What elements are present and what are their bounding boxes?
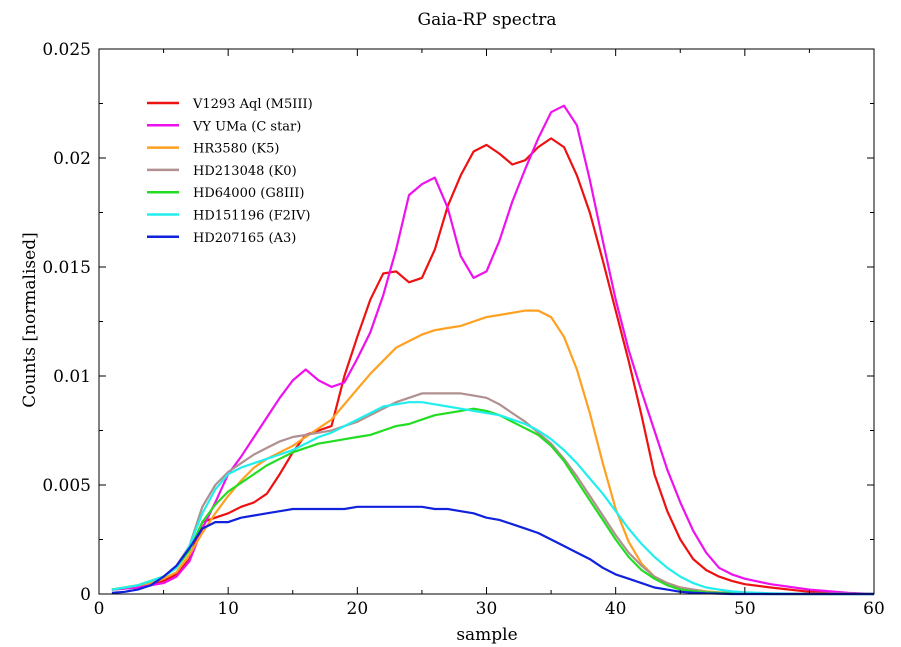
- chart-title: Gaia-RP spectra: [418, 10, 557, 30]
- x-tick-label: 50: [734, 599, 756, 619]
- y-axis: 0 0.005 0.01 0.015 0.02 0.025: [42, 40, 874, 605]
- legend: V1293 Aql (M5III) VY UMa (C star) HR3580 (…: [147, 97, 313, 246]
- legend-label: VY UMa (C star): [192, 119, 301, 134]
- legend-label: HR3580 (K5): [193, 142, 279, 157]
- series-line: [111, 104, 875, 596]
- plot-frame: [98, 48, 875, 595]
- x-tick-label: 40: [605, 599, 627, 619]
- x-tick-label: 30: [476, 599, 498, 619]
- x-tick-label: 20: [347, 599, 369, 619]
- y-tick-label: 0.01: [53, 367, 91, 387]
- y-tick-label: 0.005: [42, 476, 91, 496]
- x-axis-label: sample: [456, 625, 517, 645]
- legend-label: HD213048 (K0): [193, 164, 297, 179]
- series-line: [111, 137, 875, 596]
- x-tick-label: 60: [863, 599, 885, 619]
- series-line: [111, 505, 874, 596]
- series-line: [111, 407, 874, 596]
- series-line: [111, 392, 874, 596]
- y-tick-label: 0: [80, 585, 91, 605]
- plot-area: [111, 104, 875, 596]
- y-tick-label: 0.025: [42, 40, 91, 60]
- x-tick-label: 0: [94, 599, 105, 619]
- legend-label: HD151196 (F2IV): [193, 209, 310, 224]
- legend-label: V1293 Aql (M5III): [192, 97, 313, 112]
- x-tick-label: 10: [217, 599, 239, 619]
- legend-label: HD64000 (G8III): [193, 186, 304, 201]
- y-tick-label: 0.015: [42, 258, 91, 278]
- x-axis: 0 10 20 30 40 50 60: [94, 49, 885, 619]
- legend-label: HD207165 (A3): [193, 231, 296, 246]
- y-tick-label: 0.02: [53, 149, 91, 169]
- series-line: [111, 309, 874, 596]
- series-line: [111, 401, 874, 596]
- y-axis-label: Counts [normalised]: [20, 232, 40, 407]
